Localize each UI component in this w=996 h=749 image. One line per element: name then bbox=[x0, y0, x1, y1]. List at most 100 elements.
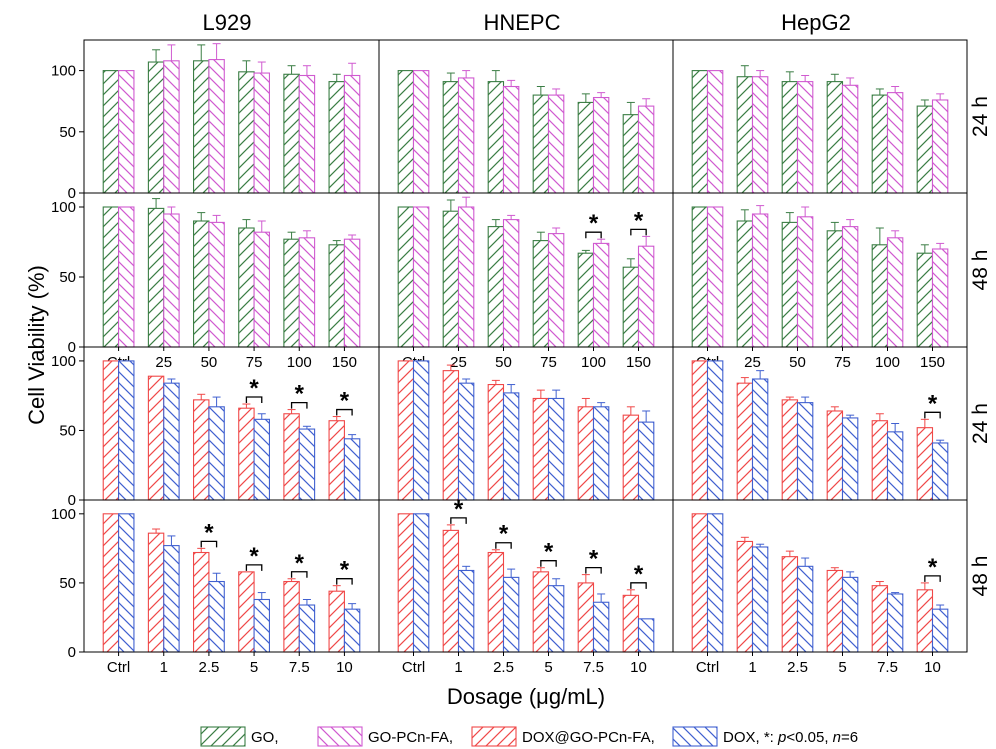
bar bbox=[547, 397, 565, 501]
bar bbox=[328, 244, 345, 348]
bar bbox=[736, 76, 754, 194]
significance-bracket bbox=[630, 582, 647, 589]
legend-p-rest: <0.05, bbox=[786, 729, 832, 746]
panel: **Ctrl255075100150 bbox=[378, 192, 674, 371]
x-tick-label: 100 bbox=[581, 354, 606, 371]
bar bbox=[343, 74, 361, 194]
x-tick-label: 75 bbox=[540, 354, 557, 371]
bar bbox=[592, 406, 610, 501]
x-tick-label: 25 bbox=[155, 354, 172, 371]
bar bbox=[547, 585, 565, 653]
panel bbox=[378, 39, 674, 194]
bar bbox=[547, 94, 565, 194]
significance-bracket bbox=[630, 228, 647, 236]
bar bbox=[916, 252, 934, 348]
bar bbox=[736, 540, 754, 653]
bar bbox=[502, 392, 520, 501]
panel: Ctrl255075100150 bbox=[672, 192, 968, 371]
y-tick-label: 0 bbox=[68, 492, 76, 509]
bar bbox=[781, 81, 799, 194]
legend-text: DOX, *: bbox=[723, 729, 778, 746]
bar bbox=[442, 529, 460, 653]
significance-star: * bbox=[634, 207, 644, 234]
significance-star: * bbox=[634, 561, 644, 588]
legend-n-rest: =6 bbox=[841, 729, 858, 746]
bar bbox=[238, 571, 255, 653]
legend: GO, GO-PCn-FA, DOX@GO-PCn-FA, DOX, *: p<0.0… bbox=[200, 726, 858, 747]
y-axis-label: Cell Viability (%) bbox=[24, 265, 49, 425]
bar bbox=[532, 397, 550, 501]
legend-label: DOX, *: p<0.05, n=6 bbox=[723, 729, 858, 746]
bar bbox=[841, 576, 859, 653]
bar bbox=[691, 360, 709, 501]
bar bbox=[796, 81, 814, 194]
x-tick-label: 25 bbox=[744, 354, 761, 371]
bar bbox=[706, 360, 724, 501]
bar bbox=[826, 410, 844, 501]
bar bbox=[781, 556, 799, 653]
bar bbox=[343, 238, 361, 348]
bar bbox=[397, 360, 415, 501]
bar bbox=[457, 206, 475, 348]
x-tick-label: 1 bbox=[454, 659, 462, 676]
x-tick-label: 5 bbox=[250, 659, 258, 676]
significance-star: * bbox=[340, 557, 350, 584]
panel: * * * * * Ctrl 1 2.5 5 7.5 10 bbox=[378, 496, 674, 676]
row-label: 24 h bbox=[969, 96, 992, 137]
bar bbox=[147, 207, 165, 348]
bar bbox=[751, 546, 769, 653]
x-tick-label: 5 bbox=[838, 659, 846, 676]
significance-star: * bbox=[295, 550, 305, 577]
bar bbox=[328, 590, 345, 653]
bar bbox=[412, 513, 430, 653]
bar bbox=[637, 618, 655, 653]
bar bbox=[283, 580, 300, 653]
panel bbox=[672, 39, 968, 194]
bar bbox=[691, 206, 709, 348]
bar bbox=[796, 216, 814, 348]
significance-star: * bbox=[249, 543, 259, 570]
bar bbox=[238, 71, 255, 194]
bar bbox=[328, 81, 345, 194]
panel: * * * 0 50 100 bbox=[51, 346, 380, 509]
bar bbox=[826, 81, 844, 194]
bar bbox=[502, 219, 520, 348]
bar bbox=[193, 399, 210, 501]
bar bbox=[577, 101, 595, 194]
bar bbox=[931, 442, 949, 501]
significance-star: * bbox=[499, 521, 509, 548]
bar bbox=[208, 406, 225, 501]
bar bbox=[841, 417, 859, 501]
bar bbox=[457, 569, 475, 653]
bar bbox=[637, 245, 655, 348]
significance-star: * bbox=[295, 381, 305, 408]
bar bbox=[931, 248, 949, 348]
bar bbox=[706, 513, 724, 653]
bar bbox=[397, 513, 415, 653]
bar bbox=[343, 438, 361, 501]
legend-text: GO-PCn-FA, bbox=[368, 729, 453, 746]
bar bbox=[147, 375, 165, 501]
bar bbox=[253, 598, 270, 653]
bar bbox=[238, 407, 255, 501]
legend-p: p bbox=[777, 729, 786, 746]
bar bbox=[916, 105, 934, 194]
x-tick-label: 150 bbox=[920, 354, 945, 371]
x-tick-label: 50 bbox=[201, 354, 218, 371]
legend-swatch bbox=[672, 726, 718, 747]
bar bbox=[736, 220, 754, 348]
bar bbox=[577, 406, 595, 501]
bar bbox=[592, 242, 610, 348]
bar bbox=[916, 589, 934, 653]
bar bbox=[871, 244, 889, 348]
bar bbox=[871, 94, 889, 194]
significance-bracket bbox=[924, 411, 941, 419]
bar bbox=[502, 85, 520, 194]
panel-frame bbox=[672, 499, 968, 653]
bar bbox=[208, 221, 225, 348]
bar bbox=[796, 565, 814, 653]
bar bbox=[163, 213, 180, 348]
bar bbox=[102, 206, 120, 348]
bar bbox=[147, 532, 165, 653]
